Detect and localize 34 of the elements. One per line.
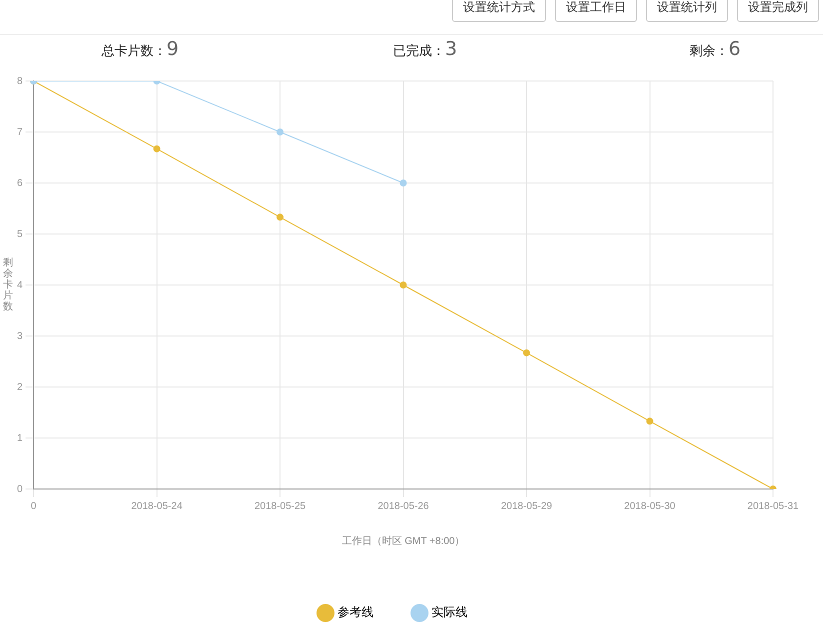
point — [523, 349, 530, 356]
legend-label: 参考线 — [338, 605, 374, 620]
y-tick-label: 7 — [17, 126, 23, 138]
x-tick-label: 2018-05-29 — [500, 500, 553, 512]
point — [400, 180, 407, 186]
x-axis-title: 工作日（时区 GMT +8:00） — [342, 534, 465, 547]
x-tick-label: 2018-05-24 — [131, 500, 183, 512]
text: 已完成：3 — [392, 38, 458, 60]
y-tick-label: 5 — [17, 228, 23, 240]
text: 设置工作日 — [555, 0, 637, 22]
x-tick-label: 2018-05-30 — [624, 500, 676, 512]
point — [153, 145, 160, 152]
y-tick-label: 6 — [17, 178, 23, 189]
point — [276, 214, 284, 221]
legend-label: 实际线 — [432, 605, 468, 620]
y-tick-label: 2 — [17, 382, 23, 393]
y-tick-label: 3 — [17, 330, 23, 342]
text: 总卡片数：9 — [101, 38, 179, 60]
y-tick-label: 0 — [17, 484, 23, 495]
point — [276, 128, 284, 136]
text: 剩余：6 — [689, 38, 741, 60]
x-tick-label: 0 — [30, 500, 37, 512]
point — [646, 418, 654, 425]
text: 设置统计方式 — [452, 0, 546, 22]
x-tick-label: 2018-05-31 — [747, 500, 800, 512]
text: 设置统计列 — [646, 0, 728, 22]
y-tick-label: 1 — [17, 432, 23, 444]
text: 设置完成列 — [737, 0, 819, 22]
y-axis-title: 剩余卡片数 — [3, 258, 13, 313]
point — [400, 282, 407, 288]
y-tick-label: 8 — [17, 76, 23, 87]
x-tick-label: 2018-05-25 — [254, 500, 306, 512]
y-tick-label: 4 — [17, 280, 23, 291]
x-tick-label: 2018-05-26 — [378, 500, 430, 512]
